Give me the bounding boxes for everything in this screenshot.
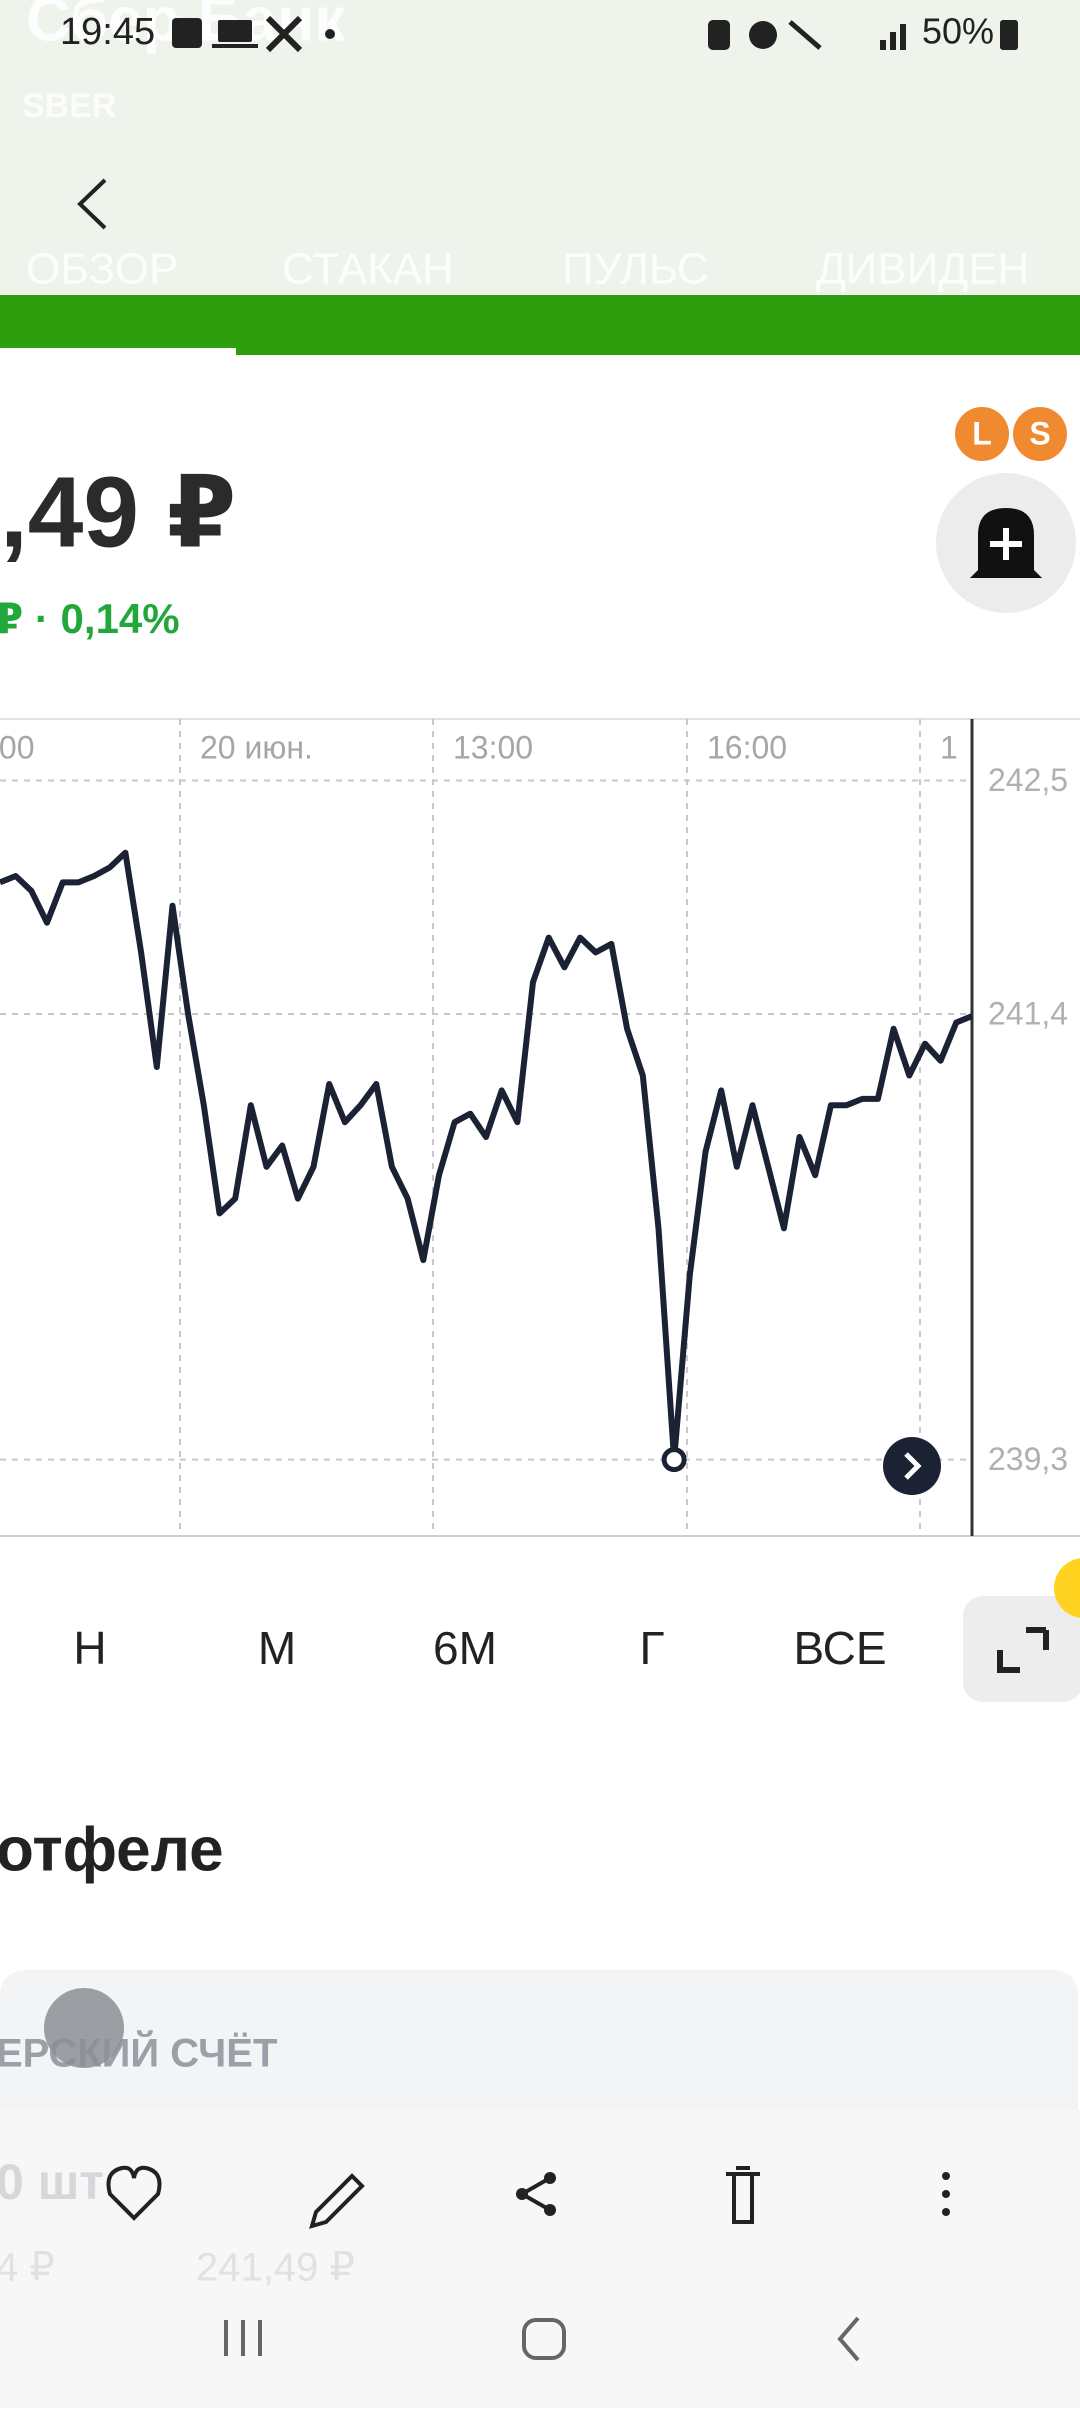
section-title: отфеле — [0, 1815, 224, 1884]
screenshot-bubble[interactable] — [44, 1988, 124, 2068]
delete-icon[interactable] — [726, 2166, 760, 2224]
notice-dot — [1054, 1558, 1080, 1618]
header-ticker: SBER — [22, 87, 116, 125]
expand-icon — [997, 1627, 1049, 1673]
x-tick-label: 20 июн. — [200, 729, 313, 765]
x-tick-label: 1 — [940, 729, 958, 765]
account-qty: 0 шт — [0, 2154, 104, 2210]
price: ,49 ₽ — [0, 456, 236, 568]
x-tick-label: 16:00 — [707, 729, 787, 765]
period-button[interactable]: ВСЕ — [793, 1622, 886, 1674]
badge-l — [955, 407, 1009, 461]
account-current: 241,49 ₽ — [196, 2246, 355, 2290]
price-change: ₽ · 0,14% — [0, 595, 180, 642]
back-button[interactable] — [77, 178, 107, 230]
status-time: 19:45 — [60, 11, 155, 53]
nav-home[interactable] — [522, 2318, 566, 2360]
share-dot — [544, 2172, 556, 2184]
badge-l-icon: L — [972, 415, 992, 451]
price-line — [0, 849, 974, 1463]
periods: Н М 6М Г ВСЕ — [73, 1622, 886, 1674]
edit-icon[interactable] — [309, 2173, 365, 2229]
x-tick-label: :00 — [0, 729, 34, 765]
favorite-icon[interactable] — [106, 2165, 162, 2221]
bell-plus — [990, 528, 1022, 560]
tab[interactable]: СТАКАН — [282, 245, 454, 294]
y-tick-label: 242,5 — [988, 762, 1068, 798]
nav-recent[interactable] — [224, 2320, 262, 2356]
status-battery: 50% — [922, 11, 994, 52]
badge-s-icon: S — [1029, 415, 1050, 451]
y-tick-label: 241,4 — [988, 995, 1068, 1031]
tab-indicator — [0, 348, 236, 355]
share-dot — [544, 2204, 556, 2216]
period-button[interactable]: Н — [73, 1622, 106, 1674]
tab[interactable]: ПУЛЬС — [562, 245, 709, 294]
x-tick-label: 13:00 — [453, 729, 533, 765]
tabs: ОБЗОР СТАКАН ПУЛЬС ДИВИДЕН — [26, 245, 1029, 294]
badge-s — [1013, 407, 1067, 461]
chart: :00 20 июн. 13:00 16:00 1 242,5 241,4 239,3 — [0, 718, 1080, 1537]
period-button[interactable]: Г — [640, 1622, 665, 1674]
share-dot — [516, 2188, 528, 2200]
toolbar-icons — [106, 2165, 760, 2229]
account-label: ЕРСКИЙ СЧЁТ — [0, 2030, 277, 2076]
scroll-button[interactable] — [883, 1437, 941, 1495]
expand-button[interactable] — [963, 1596, 1080, 1702]
tab-bar — [0, 295, 1080, 355]
tab[interactable]: ДИВИДЕН — [816, 245, 1029, 294]
period-button[interactable]: М — [258, 1622, 296, 1674]
status-icons — [172, 15, 1018, 53]
period-button[interactable]: 6М — [433, 1622, 497, 1674]
min-marker — [661, 1447, 687, 1473]
nav-bar — [0, 2300, 1080, 2408]
nav-back[interactable] — [837, 2316, 860, 2362]
tab[interactable]: ОБЗОР — [26, 245, 178, 294]
account-avg: 4 ₽ — [0, 2246, 55, 2290]
more-icon[interactable] — [942, 2172, 950, 2216]
y-tick-label: 239,3 — [988, 1441, 1068, 1477]
scroll-arrow — [904, 1452, 922, 1480]
